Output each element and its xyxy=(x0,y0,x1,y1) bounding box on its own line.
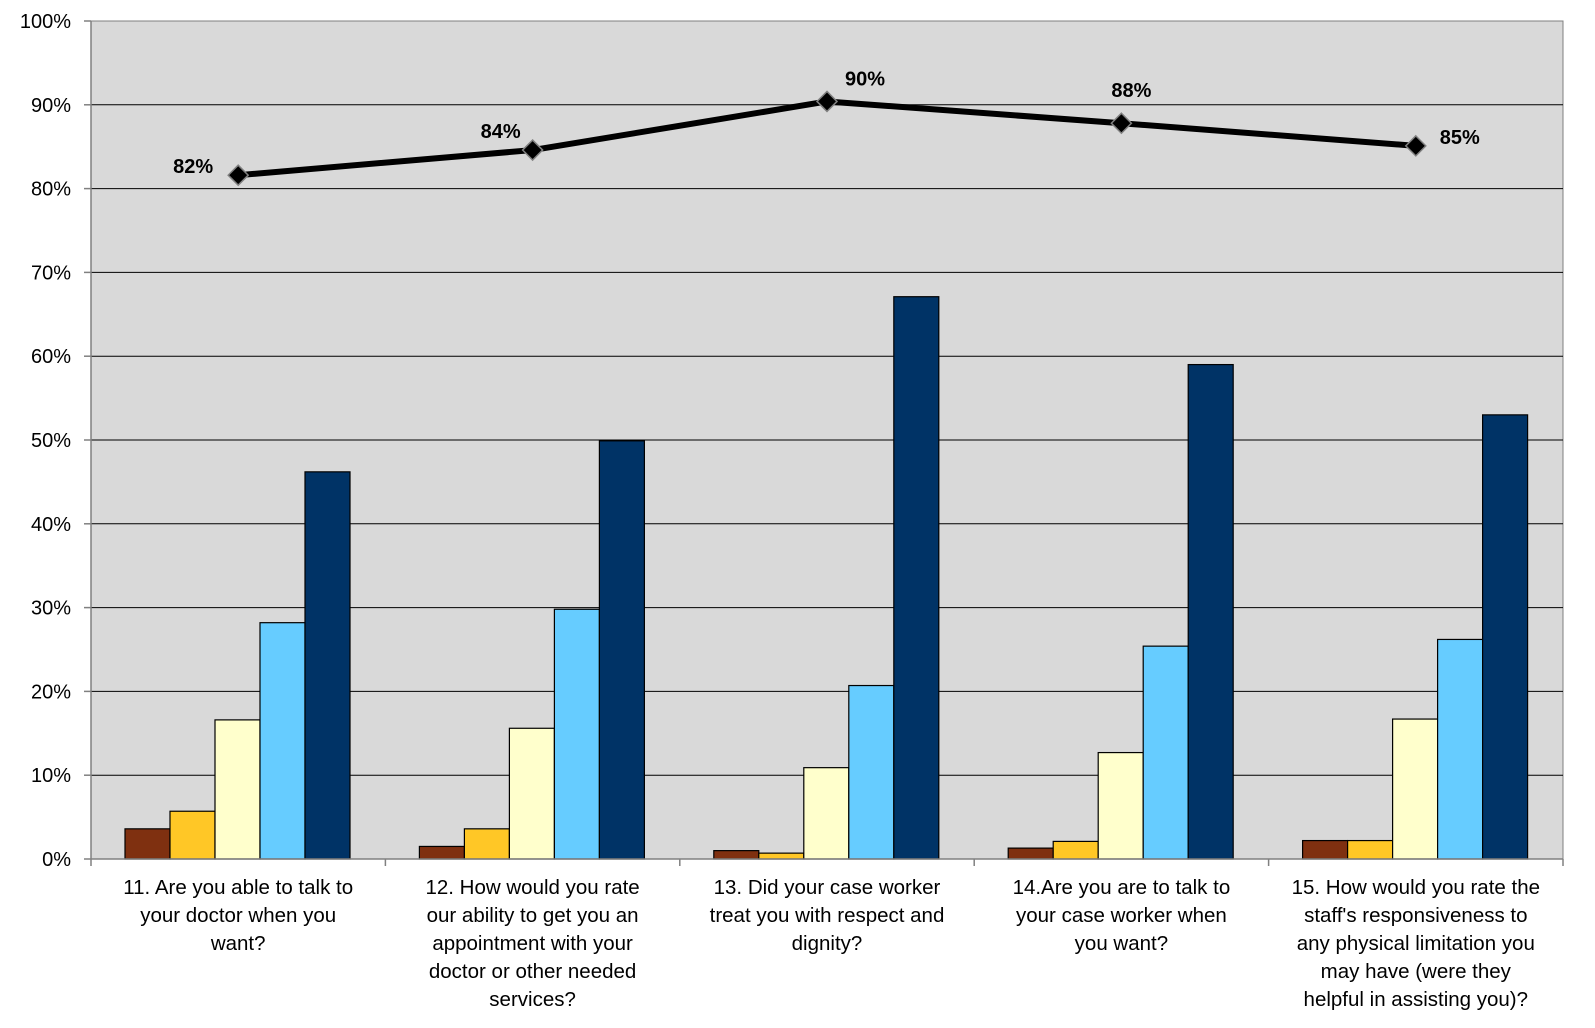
y-tick-label: 30% xyxy=(31,598,71,620)
x-category-label: 15. How would you rate the xyxy=(1292,876,1540,899)
bar xyxy=(1007,847,1054,860)
x-category-label: any physical limitation you xyxy=(1297,932,1535,955)
bar xyxy=(214,719,261,860)
x-category-label: 13. Did your case worker xyxy=(714,876,941,899)
bar xyxy=(418,845,465,860)
line-series xyxy=(227,90,1427,187)
y-tick-label: 40% xyxy=(31,514,71,536)
line-marker xyxy=(521,138,544,162)
y-tick-label: 0% xyxy=(42,849,71,871)
x-category-label: doctor or other needed xyxy=(429,960,636,983)
bar xyxy=(1187,363,1234,860)
x-category-label: dignity? xyxy=(792,932,863,955)
x-category-label: 11. Are you able to talk to xyxy=(123,876,353,899)
y-tick-label: 20% xyxy=(31,681,71,703)
bar xyxy=(713,850,760,860)
x-category-label: your case worker when xyxy=(1016,904,1227,927)
x-axis-category-labels: 11. Are you able to talk to your doctor w… xyxy=(123,876,1540,1011)
bars xyxy=(124,296,1529,860)
y-tick-label: 100% xyxy=(20,11,71,33)
y-tick-label: 10% xyxy=(31,765,71,787)
bar xyxy=(1301,839,1349,860)
bar xyxy=(1346,839,1394,860)
bar xyxy=(1481,414,1529,860)
bar xyxy=(304,471,351,860)
bar xyxy=(1436,638,1484,860)
y-tick-label: 60% xyxy=(31,346,71,368)
axes xyxy=(84,20,1564,866)
bar xyxy=(893,296,940,860)
y-tick-label: 70% xyxy=(31,262,71,284)
bar xyxy=(1097,751,1144,860)
bar xyxy=(1052,840,1099,860)
y-tick-label: 50% xyxy=(31,430,71,452)
line-marker xyxy=(1110,112,1133,135)
bar xyxy=(124,828,171,860)
data-label: 84% xyxy=(481,121,521,143)
x-category-label: our ability to get you an xyxy=(427,904,639,927)
x-category-label: services? xyxy=(489,988,576,1011)
bar xyxy=(848,684,895,860)
bar xyxy=(1391,718,1439,860)
x-category-label: may have (were they xyxy=(1321,960,1512,983)
x-category-label: appointment with your xyxy=(432,932,633,955)
x-category-label: helpful in assisting you)? xyxy=(1304,988,1529,1011)
bar xyxy=(169,810,216,860)
x-category-label: 12. How would you rate xyxy=(425,876,639,899)
x-category-label: you want? xyxy=(1075,932,1168,955)
data-label: 85% xyxy=(1440,127,1480,149)
data-label: 82% xyxy=(173,156,213,178)
x-category-label: 14.Are you are to talk to xyxy=(1013,876,1231,899)
bar xyxy=(463,828,510,860)
data-label: 88% xyxy=(1111,80,1151,102)
x-category-label: staff's responsiveness to xyxy=(1304,904,1527,927)
bar xyxy=(259,622,306,860)
x-category-label: your doctor when you xyxy=(140,904,336,927)
x-category-label: want? xyxy=(210,932,266,955)
y-tick-label: 80% xyxy=(31,179,71,201)
bar xyxy=(508,727,555,860)
y-tick-label: 90% xyxy=(31,95,71,117)
bar xyxy=(758,852,805,860)
line-marker xyxy=(815,90,839,113)
bar xyxy=(598,440,646,860)
y-axis-tick-labels: 0% 10% 20% 30% 40% 50% 60% 70% 80% 90% 100% xyxy=(20,11,71,871)
line-marker xyxy=(227,164,250,187)
bar xyxy=(803,767,850,860)
x-category-label: treat you with respect and xyxy=(710,904,945,927)
line-marker xyxy=(1404,134,1427,157)
bar xyxy=(553,608,601,860)
data-label: 90% xyxy=(845,68,885,90)
bar xyxy=(1142,645,1189,860)
data-labels: 82% 84% 90% 88% 85% xyxy=(173,68,1480,178)
